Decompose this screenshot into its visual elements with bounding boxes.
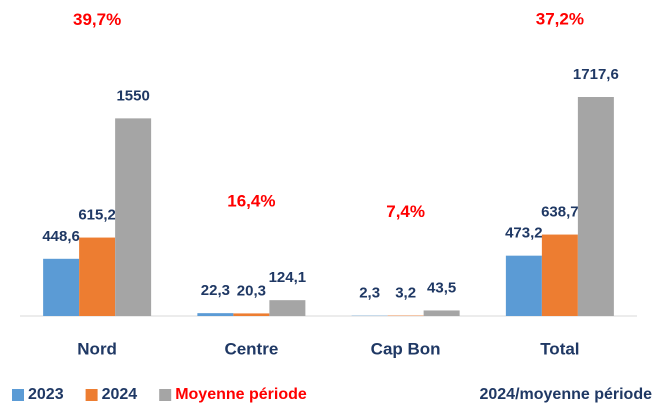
legend-label: Moyenne période xyxy=(175,386,307,403)
bar xyxy=(542,235,578,316)
data-label: 615,2 xyxy=(78,207,116,224)
legend-swatch xyxy=(159,389,171,401)
x-tick-label: Nord xyxy=(77,339,117,358)
data-label: 448,6 xyxy=(42,228,80,245)
bar xyxy=(79,238,115,316)
legend-label: 2023 xyxy=(28,386,64,403)
bar xyxy=(424,310,460,316)
data-label: 638,7 xyxy=(541,204,579,221)
data-label: 3,2 xyxy=(395,285,416,302)
legend-swatch xyxy=(12,389,24,401)
legend-swatch xyxy=(86,389,98,401)
data-label: 124,1 xyxy=(269,269,307,286)
data-label: 20,3 xyxy=(237,282,266,299)
bar xyxy=(269,300,305,316)
bar xyxy=(506,256,542,316)
bar xyxy=(115,118,151,316)
ratio-label: 37,2% xyxy=(536,9,584,28)
bar xyxy=(578,97,614,316)
bar xyxy=(197,313,233,316)
legend-label: 2024 xyxy=(102,386,138,403)
x-tick-label: Centre xyxy=(224,339,278,358)
x-tick-label: Total xyxy=(540,339,579,358)
data-label: 1717,6 xyxy=(573,66,619,83)
data-label: 473,2 xyxy=(505,225,543,242)
ratio-label: 7,4% xyxy=(386,202,425,221)
ratio-label: 39,7% xyxy=(73,10,121,29)
data-label: 43,5 xyxy=(427,279,456,296)
legend-label: 2024/moyenne période xyxy=(479,386,652,403)
bar xyxy=(43,259,79,316)
data-label: 22,3 xyxy=(201,282,230,299)
ratio-label: 16,4% xyxy=(227,192,275,211)
data-label: 2,3 xyxy=(359,285,380,302)
x-tick-label: Cap Bon xyxy=(371,339,441,358)
bar xyxy=(233,313,269,316)
data-label: 1550 xyxy=(116,87,149,104)
